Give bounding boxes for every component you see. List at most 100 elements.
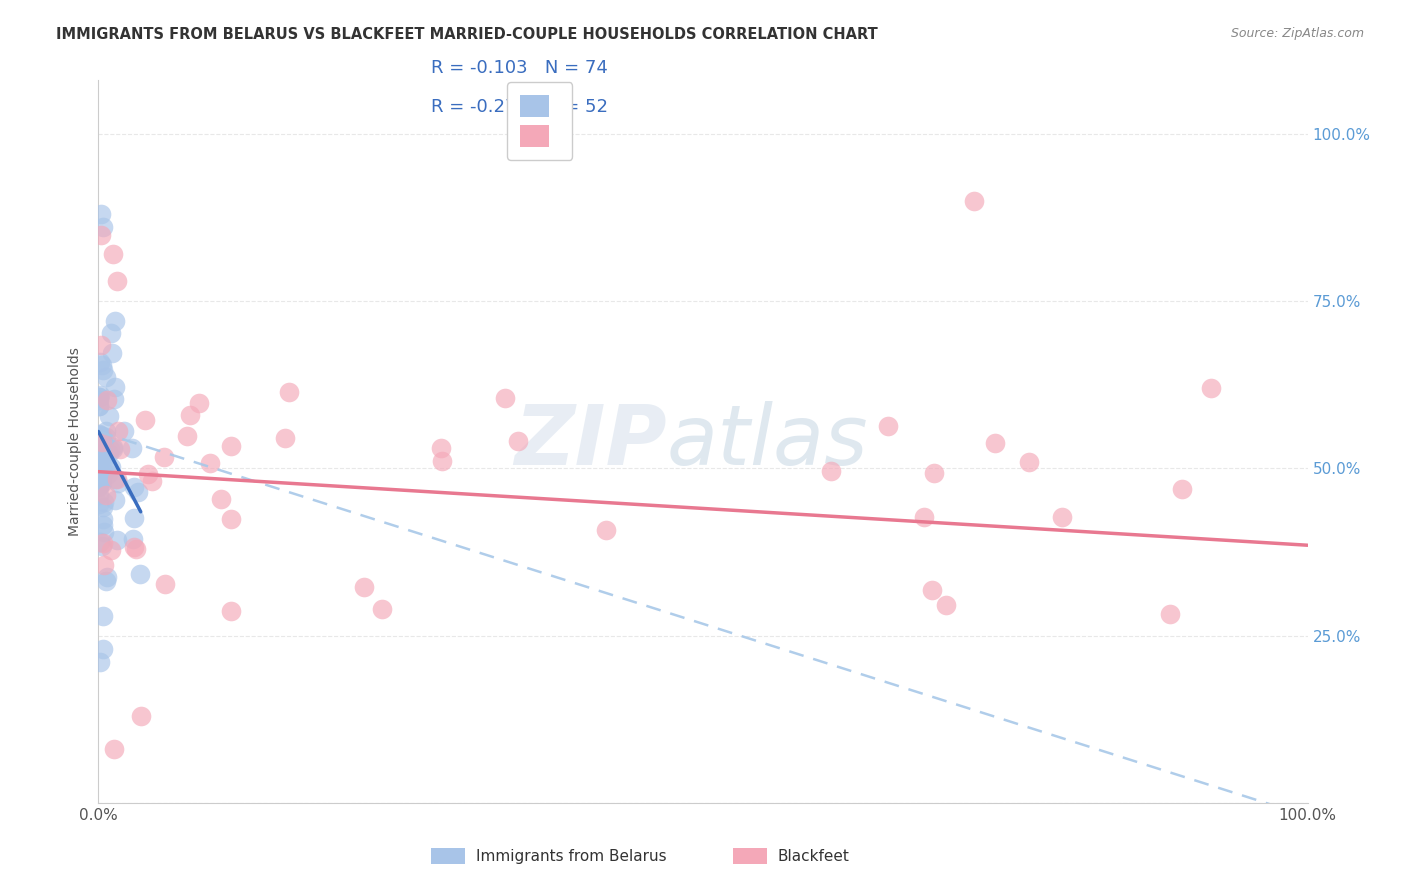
- Point: [98, 442, 121, 456]
- Point: [89, 449, 111, 463]
- Point: [87, 393, 110, 408]
- Point: [93, 495, 115, 509]
- Point: [179, 408, 201, 422]
- Point: [105, 473, 128, 487]
- Point: [90, 207, 112, 221]
- Point: [221, 511, 243, 525]
- Point: [91, 220, 114, 235]
- Point: [94, 369, 117, 384]
- Point: [129, 708, 152, 723]
- Point: [922, 466, 945, 480]
- Point: [90, 338, 112, 352]
- Point: [90, 435, 112, 450]
- Point: [153, 577, 176, 591]
- Bar: [432, 848, 465, 864]
- Point: [1170, 482, 1192, 496]
- Point: [104, 493, 127, 508]
- Point: [141, 474, 163, 488]
- Point: [89, 534, 111, 549]
- Text: ZIP: ZIP: [515, 401, 666, 482]
- Text: Blackfeet: Blackfeet: [778, 849, 849, 863]
- Point: [90, 539, 112, 553]
- Point: [87, 390, 110, 404]
- Point: [91, 359, 114, 373]
- Point: [176, 429, 198, 443]
- Point: [89, 399, 111, 413]
- Bar: [734, 848, 768, 864]
- Point: [91, 500, 114, 515]
- Point: [91, 436, 114, 450]
- Point: [97, 467, 120, 482]
- Point: [209, 491, 232, 506]
- Point: [104, 472, 127, 486]
- Point: [89, 655, 111, 669]
- Point: [1199, 381, 1222, 395]
- Point: [127, 485, 149, 500]
- Point: [108, 442, 131, 456]
- Point: [219, 604, 242, 618]
- Point: [101, 345, 124, 359]
- Point: [89, 444, 111, 458]
- Text: IMMIGRANTS FROM BELARUS VS BLACKFEET MARRIED-COUPLE HOUSEHOLDS CORRELATION CHART: IMMIGRANTS FROM BELARUS VS BLACKFEET MAR…: [56, 27, 877, 42]
- Point: [93, 512, 115, 526]
- Point: [89, 427, 111, 442]
- Point: [124, 480, 146, 494]
- Point: [96, 393, 118, 408]
- Point: [100, 326, 122, 341]
- Point: [278, 384, 301, 399]
- Point: [91, 476, 114, 491]
- Legend: , : ,: [508, 82, 572, 160]
- Point: [89, 462, 111, 476]
- Point: [89, 443, 111, 458]
- Text: Source: ZipAtlas.com: Source: ZipAtlas.com: [1230, 27, 1364, 40]
- Point: [91, 642, 114, 657]
- Point: [89, 497, 111, 511]
- Point: [935, 598, 957, 612]
- Point: [125, 541, 148, 556]
- Text: R = -0.270   N = 52: R = -0.270 N = 52: [432, 98, 607, 116]
- Point: [138, 467, 160, 481]
- Point: [103, 742, 125, 756]
- Point: [1052, 510, 1074, 524]
- Point: [91, 518, 114, 533]
- Point: [506, 434, 529, 448]
- Point: [90, 445, 112, 459]
- Point: [105, 274, 128, 288]
- Point: [90, 470, 112, 484]
- Point: [274, 431, 297, 445]
- Point: [370, 601, 392, 615]
- Point: [100, 459, 122, 474]
- Point: [100, 542, 122, 557]
- Point: [94, 574, 117, 588]
- Y-axis label: Married-couple Households: Married-couple Households: [69, 347, 83, 536]
- Point: [122, 532, 145, 546]
- Point: [103, 442, 125, 457]
- Point: [963, 194, 986, 208]
- Point: [96, 459, 118, 474]
- Point: [91, 362, 114, 376]
- Point: [91, 472, 114, 486]
- Point: [122, 541, 145, 555]
- Point: [91, 536, 114, 550]
- Point: [983, 436, 1005, 450]
- Point: [87, 477, 110, 491]
- Point: [89, 355, 111, 369]
- Point: [89, 426, 111, 441]
- Point: [94, 429, 117, 443]
- Point: [97, 409, 120, 423]
- Point: [122, 511, 145, 525]
- Point: [89, 487, 111, 501]
- Point: [105, 533, 128, 548]
- Point: [90, 452, 112, 467]
- Point: [93, 467, 115, 481]
- Text: R = -0.103   N = 74: R = -0.103 N = 74: [432, 59, 607, 77]
- Point: [107, 475, 129, 490]
- Point: [877, 418, 900, 433]
- Point: [921, 582, 943, 597]
- Point: [353, 580, 375, 594]
- Point: [430, 441, 453, 455]
- Point: [91, 609, 114, 624]
- Point: [87, 480, 110, 494]
- Point: [94, 488, 117, 502]
- Point: [87, 472, 110, 486]
